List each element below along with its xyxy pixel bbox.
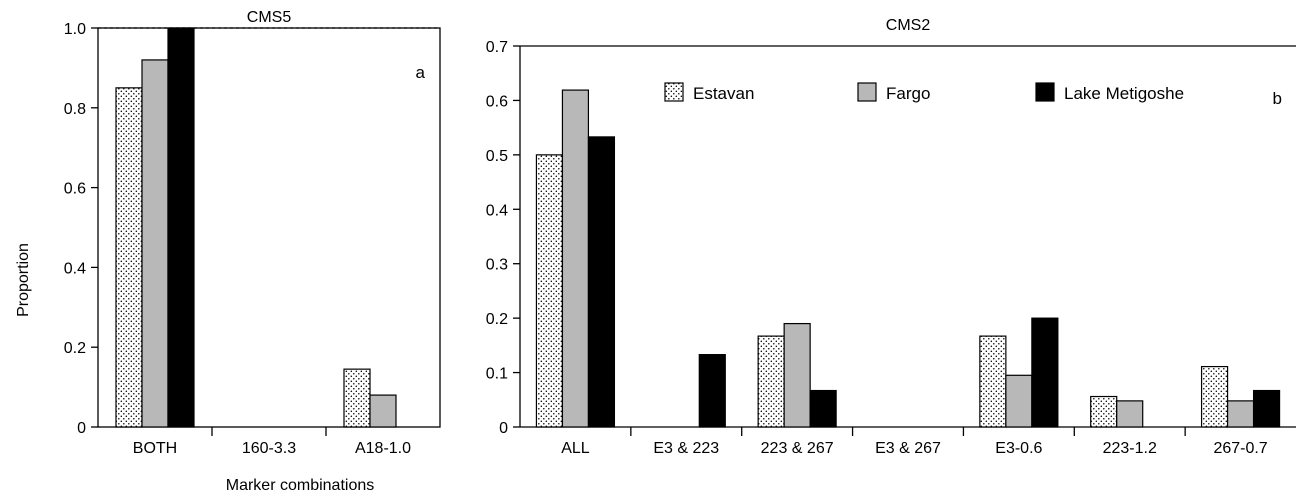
y-tick-label: 0 (77, 420, 86, 437)
bar-e3-0-6-estavan (979, 335, 1007, 428)
bar-267-0-7-fargo (1226, 400, 1255, 428)
bar-a18-1-0-fargo (369, 394, 397, 428)
x-tick-label-e3-0-6: E3-0.6 (995, 440, 1042, 457)
y-tick-label: 0.6 (486, 93, 508, 110)
bar-a18-1-0-estavan (343, 368, 371, 428)
bar-e3-and-223-lake-metigoshe (698, 354, 726, 428)
y-tick-label: 0.8 (64, 101, 86, 118)
bar-e3-0-6-fargo (1005, 374, 1033, 428)
bar-223-and-267-fargo (783, 322, 811, 428)
legend-item-fargo: Fargo (857, 82, 930, 103)
bar-all-estavan (535, 154, 564, 428)
y-tick-label: 0.1 (486, 366, 508, 383)
bar-267-0-7-lake-metigoshe (1252, 389, 1281, 428)
legend-item-estavan: Estavan (664, 82, 754, 103)
bar-all-lake-metigoshe (587, 136, 616, 428)
chart-panel-cms5: CMS5 a 0 0.2 0.4 0.6 0.8 1.0 BOTH 160-3.3 A18-1.0 (64, 9, 441, 457)
bar-both-lake-metigoshe (167, 27, 195, 428)
x-tick-label-a18-1-0: A18-1.0 (355, 440, 411, 457)
x-tick-label-both: BOTH (133, 440, 177, 457)
bar-223-and-267-estavan (757, 335, 785, 428)
x-tick-label-267-0-7: 267-0.7 (1213, 440, 1267, 457)
x-tick-label-e3-and-267: E3 & 267 (875, 440, 941, 457)
y-tick-label: 0.6 (64, 181, 86, 198)
bars (535, 89, 1281, 428)
y-axis-title: Proportion (15, 243, 32, 317)
y-tick-label: 0.4 (64, 260, 86, 277)
chart-panel-cms2: CMS2 b 0 0.1 0.2 0.3 0.4 0.5 0.6 0.7 ALL E3 & 223 22… (486, 17, 1296, 457)
y-tick-label: 0.3 (486, 257, 508, 274)
bar-267-0-7-estavan (1200, 365, 1229, 428)
x-tick-label-all: ALL (561, 440, 590, 457)
axes: 0 0.2 0.4 0.6 0.8 1.0 BOTH 160-3.3 A18-1.0 (64, 21, 441, 457)
y-tick-label: 0 (499, 420, 508, 437)
legend: Estavan Fargo Lake Metigoshe (664, 82, 1184, 103)
bar-both-fargo (141, 59, 169, 428)
y-tick-label: 0.4 (486, 202, 508, 219)
chart-title: CMS5 (247, 9, 292, 26)
legend-label-fargo: Fargo (886, 84, 930, 103)
y-tick-label: 0.2 (486, 311, 508, 328)
x-tick-label-223-1-2: 223-1.2 (1103, 440, 1157, 457)
legend-swatch-fargo (857, 82, 877, 102)
axes: 0 0.1 0.2 0.3 0.4 0.5 0.6 0.7 ALL E3 & 223 223 & 2… (486, 39, 1296, 457)
chart-title: CMS2 (886, 17, 931, 34)
bar-223-and-267-lake-metigoshe (809, 389, 837, 428)
bars (115, 27, 397, 428)
y-tick-label: 1.0 (64, 21, 86, 38)
bar-e3-0-6-lake-metigoshe (1031, 317, 1059, 428)
legend-label-lake-metigoshe: Lake Metigoshe (1064, 84, 1184, 103)
bar-223-1-2-fargo (1116, 400, 1144, 428)
panel-letter: b (1273, 89, 1282, 108)
legend-item-lake-metigoshe: Lake Metigoshe (1035, 82, 1184, 103)
y-tick-label: 0.5 (486, 148, 508, 165)
panel-letter: a (416, 63, 426, 82)
legend-swatch-estavan (664, 82, 684, 102)
bar-223-1-2-estavan (1090, 395, 1118, 428)
x-tick-label-e3-and-223: E3 & 223 (653, 440, 719, 457)
x-tick-label-223-and-267: 223 & 267 (761, 440, 834, 457)
bar-both-estavan (115, 87, 143, 428)
bar-all-fargo (561, 89, 590, 428)
legend-swatch-lake-metigoshe (1035, 82, 1055, 102)
y-tick-label: 0.2 (64, 340, 86, 357)
y-tick-label: 0.7 (486, 39, 508, 56)
x-tick-label-160-3-3: 160-3.3 (242, 440, 296, 457)
legend-label-estavan: Estavan (693, 84, 754, 103)
x-axis-title: Marker combinations (226, 477, 375, 493)
